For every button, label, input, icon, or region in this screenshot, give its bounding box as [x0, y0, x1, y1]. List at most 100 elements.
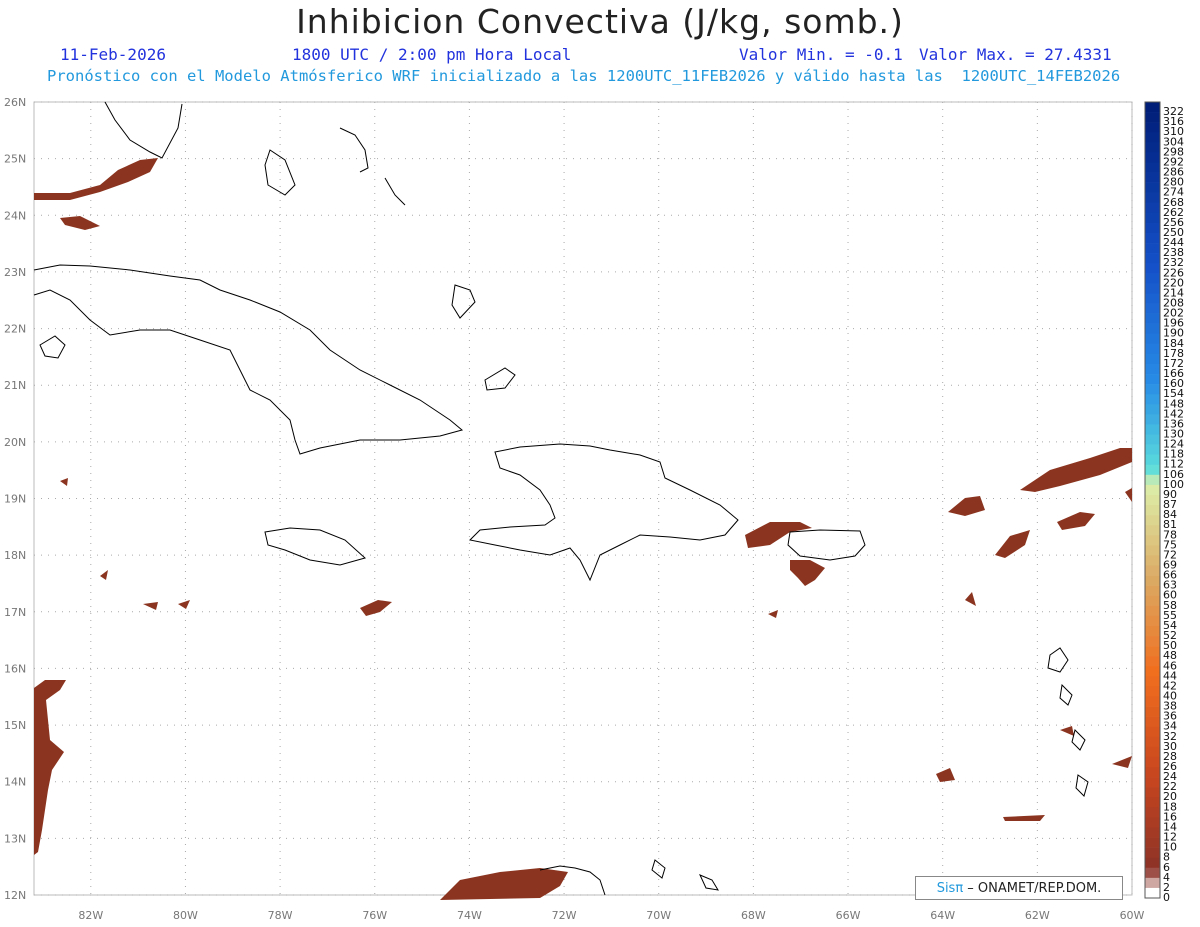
- shade-small-10: [768, 610, 778, 618]
- colorbar-swatch: [1145, 283, 1160, 294]
- colorbar-swatch: [1145, 424, 1160, 435]
- colorbar-label: 60: [1163, 589, 1177, 602]
- colorbar-swatch: [1145, 122, 1160, 133]
- colorbar-label: 16: [1163, 810, 1177, 823]
- coast-inagua: [484, 367, 516, 391]
- colorbar-swatch: [1145, 847, 1160, 858]
- colorbar-swatch: [1145, 676, 1160, 687]
- coast-florida: [104, 101, 183, 159]
- lon-label: 82W: [78, 909, 103, 922]
- shade-leeward-north: [995, 530, 1030, 558]
- colorbar-label: 238: [1163, 246, 1184, 259]
- date-label: 11-Feb-2026: [60, 45, 166, 64]
- colorbar-label: 90: [1163, 488, 1177, 501]
- colorbar-label: 286: [1163, 166, 1184, 179]
- colorbar-label: 178: [1163, 347, 1184, 360]
- colorbar-label: 292: [1163, 155, 1184, 168]
- lon-label: 68W: [741, 909, 766, 922]
- coast-jamaica: [264, 527, 367, 566]
- colorbar-label: 244: [1163, 236, 1184, 249]
- colorbar-label: 84: [1163, 508, 1177, 521]
- colorbar-label: 160: [1163, 377, 1184, 390]
- colorbar-label: 196: [1163, 317, 1184, 330]
- shade-cayman: [360, 600, 392, 616]
- colorbar-label: 78: [1163, 528, 1177, 541]
- colorbar-label: 58: [1163, 599, 1177, 612]
- colorbar-swatch: [1145, 132, 1160, 143]
- lon-label: 80W: [173, 909, 198, 922]
- colorbar-label: 172: [1163, 357, 1184, 370]
- lat-label: 14N: [4, 776, 26, 789]
- colorbar-label: 66: [1163, 569, 1177, 582]
- colorbar-label: 87: [1163, 498, 1177, 511]
- colorbar-label: 118: [1163, 448, 1184, 461]
- colorbar-label: 22: [1163, 780, 1177, 793]
- colorbar-swatch: [1145, 353, 1160, 365]
- lat-label: 18N: [4, 549, 26, 562]
- colorbar-swatch: [1145, 545, 1160, 556]
- colorbar-swatch: [1145, 464, 1160, 476]
- lat-label: 25N: [4, 153, 26, 166]
- colorbar-swatch: [1145, 303, 1160, 314]
- shade-small-5: [965, 592, 976, 606]
- colorbar-label: 4: [1163, 871, 1170, 884]
- colorbar-label: 106: [1163, 468, 1184, 481]
- colorbar-label: 26: [1163, 760, 1177, 773]
- coast-venezuela: [539, 865, 606, 896]
- colorbar-label: 24: [1163, 770, 1177, 783]
- colorbar-swatch: [1145, 515, 1160, 526]
- colorbar-swatch: [1145, 595, 1160, 607]
- colorbar-label: 316: [1163, 115, 1184, 128]
- time-label: 1800 UTC / 2:00 pm Hora Local: [292, 45, 572, 64]
- colorbar-label: 100: [1163, 478, 1184, 491]
- colorbar-label: 304: [1163, 135, 1184, 148]
- colorbar-swatch: [1145, 404, 1160, 415]
- colorbar-border: [1144, 101, 1161, 899]
- shade-atlantic-ne: [1020, 448, 1132, 492]
- lon-label: 78W: [268, 909, 293, 922]
- coast-andros: [264, 149, 296, 196]
- colorbar-swatch: [1145, 505, 1160, 516]
- colorbar-label: 54: [1163, 619, 1177, 632]
- lon-label: 76W: [362, 909, 387, 922]
- colorbar-swatch: [1145, 575, 1160, 586]
- colorbar-swatch: [1145, 484, 1160, 496]
- colorbar-label: 214: [1163, 286, 1184, 299]
- colorbar-swatch: [1145, 686, 1160, 697]
- colorbar-label: 34: [1163, 720, 1177, 733]
- colorbar-label: 50: [1163, 639, 1177, 652]
- colorbar-swatch: [1145, 434, 1160, 445]
- colorbar-label: 48: [1163, 649, 1177, 662]
- lon-label: 70W: [646, 909, 671, 922]
- colorbar-label: 148: [1163, 397, 1184, 410]
- colorbar-swatch: [1145, 273, 1160, 284]
- colorbar-label: 40: [1163, 689, 1177, 702]
- colorbar-swatch: [1145, 384, 1160, 395]
- colorbar-swatch: [1145, 605, 1160, 617]
- lat-label: 16N: [4, 662, 26, 675]
- colorbar-swatch: [1145, 454, 1160, 466]
- colorbar-swatch: [1145, 525, 1160, 536]
- colorbar-swatch: [1145, 756, 1160, 768]
- colorbar-swatch: [1145, 807, 1160, 818]
- colorbar-label: 322: [1163, 105, 1184, 118]
- lon-label: 72W: [552, 909, 577, 922]
- colorbar-swatch: [1145, 172, 1160, 183]
- colorbar-label: 250: [1163, 226, 1184, 239]
- colorbar-swatch: [1145, 535, 1160, 546]
- shade-southern-caribbean: [440, 868, 568, 900]
- colorbar-swatch: [1145, 817, 1160, 828]
- colorbar-swatch: [1145, 565, 1160, 576]
- colorbar-label: 44: [1163, 669, 1177, 682]
- colorbar-label: 166: [1163, 367, 1184, 380]
- coast-acklins: [451, 284, 476, 319]
- colorbar-swatch: [1145, 444, 1160, 455]
- colorbar-swatch: [1145, 746, 1160, 758]
- colorbar-swatch: [1145, 474, 1160, 486]
- shade-small-8: [936, 768, 955, 782]
- lat-label: 17N: [4, 606, 26, 619]
- lon-label: 60W: [1120, 909, 1145, 922]
- colorbar-swatch: [1145, 726, 1160, 738]
- coast-lesser-antilles-4: [1075, 774, 1089, 797]
- map-title: Inhibicion Convectiva (J/kg, somb.): [296, 2, 904, 41]
